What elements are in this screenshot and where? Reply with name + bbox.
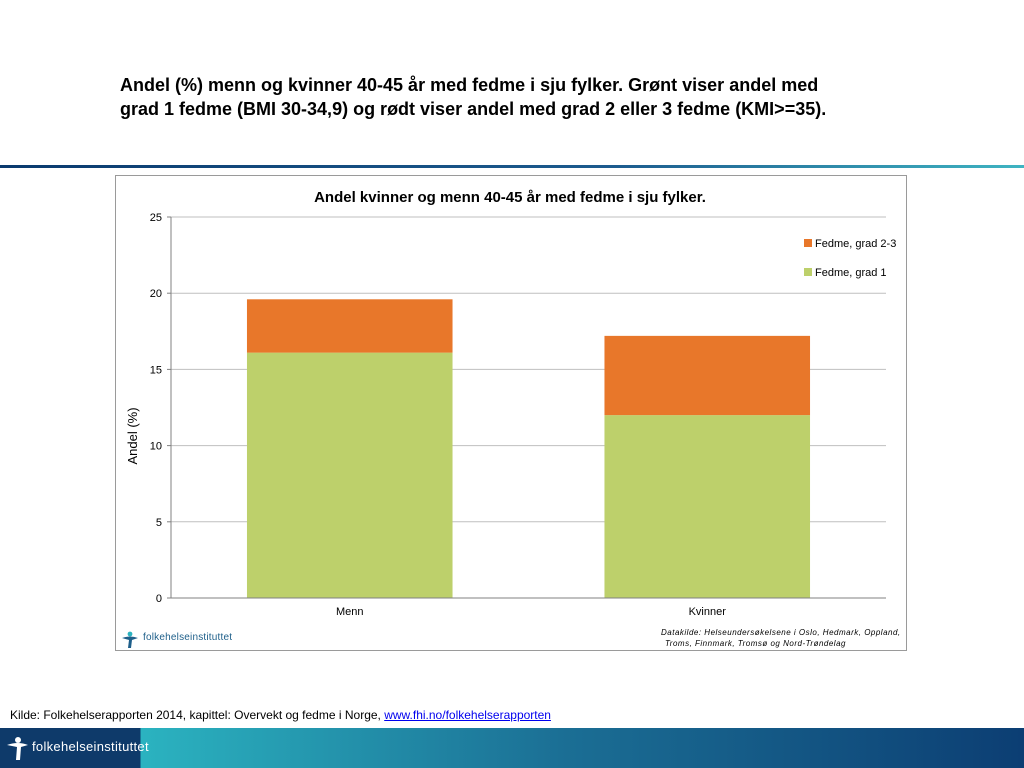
footer-band: folkehelseinstituttet [0, 728, 1024, 768]
legend-swatch [804, 268, 812, 276]
data-source-line-1: Datakilde: Helseundersøkelsene i Oslo, H… [661, 628, 901, 637]
bar-fedme-grad-1-kvinner [604, 415, 811, 598]
y-tick-label: 20 [150, 288, 162, 300]
y-tick-label: 25 [150, 212, 162, 224]
legend-label: Fedme, grad 2-3 [815, 238, 896, 250]
y-tick-label: 0 [156, 593, 162, 605]
header-rule [0, 165, 1024, 168]
x-tick-label: Kvinner [689, 606, 727, 618]
source-link[interactable]: www.fhi.no/folkehelserapporten [384, 708, 551, 722]
footer-logo: folkehelseinstituttet [0, 728, 149, 768]
footer-logo-text: folkehelseinstituttet [32, 739, 149, 754]
data-source: Datakilde: Helseundersøkelsene i Oslo, H… [661, 627, 905, 649]
chart-logo-text: folkehelseinstituttet [143, 632, 233, 643]
axis-layer: 0 5 10 15 20 25 Menn Kvinner [150, 212, 886, 618]
x-tick-label: Menn [336, 606, 364, 618]
data-source-line-2: Troms, Finnmark, Tromsø og Nord-Trøndela… [665, 639, 846, 648]
source-line: Kilde: Folkehelserapporten 2014, kapitte… [10, 708, 551, 722]
slide-title-line-1: Andel (%) menn og kvinner 40-45 år med f… [120, 75, 819, 95]
fhi-logo-icon [7, 737, 28, 760]
legend: Fedme, grad 2-3 Fedme, grad 1 [804, 238, 896, 279]
bar-fedme-grad-1-menn [246, 352, 453, 598]
slide-title-line-2: grad 1 fedme (BMI 30-34,9) og rødt viser… [120, 99, 827, 119]
legend-swatch [804, 239, 812, 247]
bar-fedme-grad-2-3-menn [246, 299, 453, 353]
y-tick-label: 10 [150, 441, 162, 453]
y-tick-label: 15 [150, 364, 162, 376]
bar-layer [246, 299, 811, 598]
y-tick-label: 5 [156, 517, 162, 529]
legend-label: Fedme, grad 1 [815, 267, 887, 279]
chart-title: Andel kvinner og menn 40-45 år med fedme… [314, 189, 706, 206]
chart-logo: folkehelseinstituttet [119, 629, 233, 649]
bar-fedme-grad-2-3-kvinner [604, 335, 811, 416]
fhi-logo-icon [122, 631, 138, 648]
source-text: Kilde: Folkehelserapporten 2014, kapitte… [10, 708, 385, 722]
slide-title: Andel (%) menn og kvinner 40-45 år med f… [120, 73, 920, 121]
y-axis-title: Andel (%) [125, 407, 140, 464]
chart-svg: Andel kvinner og menn 40-45 år med fedme… [125, 189, 896, 618]
chart-frame: Andel kvinner og menn 40-45 år med fedme… [115, 175, 907, 651]
